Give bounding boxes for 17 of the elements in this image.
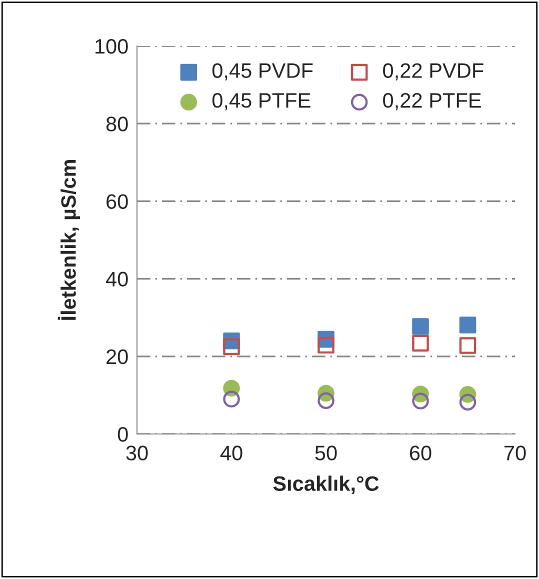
y-tick-label: 60 [106,194,128,209]
legend-label: 0,45 PVDF [212,63,313,80]
x-tick-label: 60 [410,446,432,460]
y-tick-label: 100 [96,39,128,54]
x-tick-label: 30 [126,446,148,460]
y-tick-label: 80 [106,116,128,132]
y-axis-title: İletkenlik, µS/cm [58,160,80,320]
legend-label: 0,22 PVDF [383,63,484,80]
y-tick-label: 0 [118,427,128,442]
x-tick-label: 50 [315,446,337,460]
y-tick-label: 20 [106,349,128,364]
x-axis-title: Sıcaklık,°C [273,476,379,494]
x-tick-label: 70 [504,446,526,460]
y-tick-label: 40 [106,272,128,287]
x-tick-label: 40 [220,446,242,460]
legend-label: 0,45 PTFE [212,93,310,110]
legend-label: 0,22 PTFE [383,93,481,110]
